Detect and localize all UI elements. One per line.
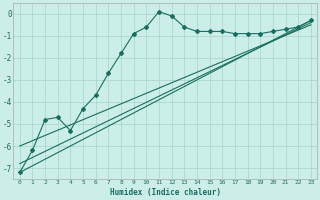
X-axis label: Humidex (Indice chaleur): Humidex (Indice chaleur) <box>110 188 221 197</box>
